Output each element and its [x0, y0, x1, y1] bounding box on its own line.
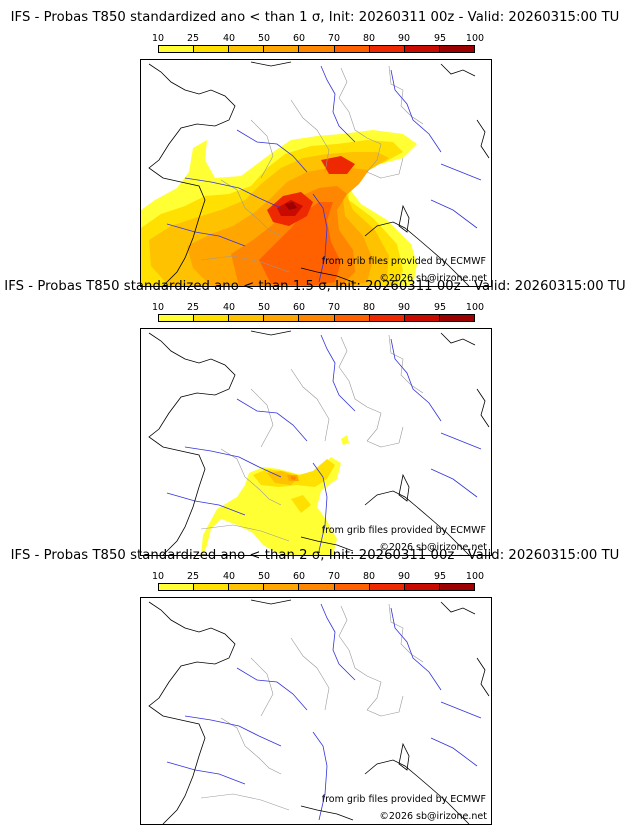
- legend-swatch: [159, 46, 195, 52]
- legend-swatch: [404, 46, 440, 52]
- legend-tick: 95: [433, 571, 447, 582]
- legend-tick: 70: [327, 571, 341, 582]
- legend-tick: 90: [397, 571, 411, 582]
- legend-swatch: [334, 584, 370, 590]
- copyright-notice: ©2026 sb@irizone.net: [379, 542, 487, 553]
- probability-map: from grib files provided by ECMWF ©2026 …: [140, 328, 492, 556]
- legend-swatch: [334, 46, 370, 52]
- legend-swatch: [439, 315, 474, 321]
- probability-shading: [141, 130, 417, 286]
- legend-tick: 95: [433, 302, 447, 313]
- legend-swatch: [229, 46, 265, 52]
- legend-ticks: 10 25 40 50 60 70 80 90 95 100: [141, 33, 491, 44]
- map-panel-1: IFS - Probas T850 standardized ano < tha…: [0, 10, 630, 287]
- legend-swatch: [404, 315, 440, 321]
- legend-swatch: [194, 315, 230, 321]
- legend-swatch: [369, 315, 405, 321]
- legend-tick: 70: [327, 33, 341, 44]
- legend-tick: 50: [257, 302, 271, 313]
- legend-tick: 10: [151, 571, 165, 582]
- legend-color-scale: [158, 314, 475, 322]
- legend-tick: 100: [465, 571, 485, 582]
- legend-swatch: [264, 315, 300, 321]
- prob-area-10: [341, 435, 349, 445]
- legend-swatch: [299, 46, 335, 52]
- map-panel-2: IFS - Probas T850 standardized ano < tha…: [0, 279, 630, 556]
- legend-color-scale: [158, 583, 475, 591]
- legend-swatch: [229, 584, 265, 590]
- legend-swatch: [159, 315, 195, 321]
- legend-swatch: [369, 584, 405, 590]
- legend-tick: 40: [222, 33, 236, 44]
- data-source-credit: from grib files provided by ECMWF: [321, 525, 486, 536]
- copyright-notice: ©2026 sb@irizone.net: [379, 811, 487, 822]
- probability-map: from grib files provided by ECMWF ©2026 …: [140, 59, 492, 287]
- legend-tick: 95: [433, 33, 447, 44]
- rivers: [166, 603, 482, 821]
- legend-tick: 60: [292, 571, 306, 582]
- legend-tick: 10: [151, 33, 165, 44]
- legend-tick: 60: [292, 302, 306, 313]
- legend-swatch: [334, 315, 370, 321]
- legend-tick: 90: [397, 33, 411, 44]
- prob-area-60: [291, 476, 296, 480]
- copyright-notice: ©2026 sb@irizone.net: [379, 273, 487, 284]
- probability-map: from grib files provided by ECMWF ©2026 …: [140, 597, 492, 825]
- legend-swatch: [299, 315, 335, 321]
- legend-tick: 80: [362, 302, 376, 313]
- map-panel-3: IFS - Probas T850 standardized ano < tha…: [0, 548, 630, 825]
- legend-tick: 25: [186, 33, 200, 44]
- legend-tick: 60: [292, 33, 306, 44]
- legend-swatch: [299, 584, 335, 590]
- legend-tick: 70: [327, 302, 341, 313]
- legend-tick: 100: [465, 33, 485, 44]
- legend-tick: 50: [257, 33, 271, 44]
- legend-swatch: [369, 46, 405, 52]
- panel-title: IFS - Probas T850 standardized ano < tha…: [4, 279, 626, 294]
- legend-tick: 80: [362, 33, 376, 44]
- country-borders: [200, 603, 424, 811]
- data-source-credit: from grib files provided by ECMWF: [321, 256, 486, 267]
- legend-tick: 25: [186, 571, 200, 582]
- prob-area-80: [321, 156, 355, 174]
- panel-title: IFS - Probas T850 standardized ano < tha…: [10, 10, 620, 25]
- prob-area-25: [291, 495, 311, 513]
- legend-swatch: [159, 584, 195, 590]
- legend-color-scale: [158, 45, 475, 53]
- legend-tick: 50: [257, 571, 271, 582]
- legend-ticks: 10 25 40 50 60 70 80 90 95 100: [141, 302, 491, 313]
- legend-swatch: [194, 584, 230, 590]
- legend-swatch: [229, 315, 265, 321]
- coastline: [148, 61, 490, 286]
- legend-tick: 10: [151, 302, 165, 313]
- prob-area-70: [259, 202, 341, 286]
- rivers: [166, 65, 482, 283]
- probability-shading: [201, 435, 349, 555]
- data-source-credit: from grib files provided by ECMWF: [321, 794, 486, 805]
- legend-tick: 25: [186, 302, 200, 313]
- legend-swatch: [439, 584, 474, 590]
- legend-swatch: [404, 584, 440, 590]
- legend-tick: 100: [465, 302, 485, 313]
- legend-tick: 40: [222, 302, 236, 313]
- legend-tick: 40: [222, 571, 236, 582]
- legend-swatch: [264, 46, 300, 52]
- legend-swatch: [264, 584, 300, 590]
- legend-tick: 80: [362, 571, 376, 582]
- legend-ticks: 10 25 40 50 60 70 80 90 95 100: [141, 571, 491, 582]
- legend-swatch: [439, 46, 474, 52]
- coastline: [148, 330, 490, 555]
- rivers: [166, 334, 482, 552]
- coastline: [148, 599, 490, 824]
- prob-area-95: [285, 202, 297, 210]
- panel-title: IFS - Probas T850 standardized ano < tha…: [10, 548, 620, 563]
- legend-tick: 90: [397, 302, 411, 313]
- legend-swatch: [194, 46, 230, 52]
